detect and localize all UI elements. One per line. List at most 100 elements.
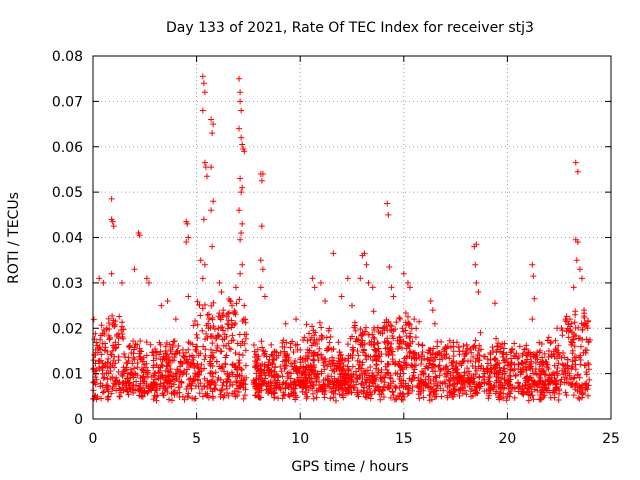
data-point: [236, 207, 243, 214]
data-point: [473, 279, 480, 286]
data-point: [257, 284, 264, 291]
data-point: [202, 164, 209, 171]
dense-point: [105, 388, 112, 395]
dense-point: [143, 339, 150, 346]
dense-point: [225, 310, 232, 317]
dense-point: [142, 373, 149, 380]
dense-point: [552, 337, 559, 344]
dense-point: [227, 346, 234, 353]
dense-point: [116, 393, 123, 400]
dense-point: [409, 387, 416, 394]
dense-point: [525, 397, 532, 404]
dense-point: [461, 369, 468, 376]
data-point: [216, 279, 223, 286]
dense-point: [583, 347, 590, 354]
dense-point: [477, 365, 484, 372]
data-point: [357, 275, 364, 282]
dense-point: [194, 334, 201, 341]
dense-point: [444, 366, 451, 373]
dense-point: [172, 370, 179, 377]
dense-point: [378, 377, 385, 384]
dense-point: [504, 358, 511, 365]
data-point: [349, 302, 355, 309]
data-point: [473, 241, 480, 248]
dense-point: [220, 307, 227, 314]
dense-point: [427, 391, 434, 398]
dense-point: [258, 382, 265, 389]
data-point: [237, 270, 244, 277]
dense-point: [389, 333, 396, 340]
x-tick-label: 10: [291, 431, 309, 447]
dense-point: [170, 338, 177, 345]
dense-point: [492, 356, 499, 363]
dense-point: [558, 367, 565, 374]
dense-point: [222, 361, 229, 368]
data-point: [258, 223, 265, 230]
dense-point: [577, 343, 584, 350]
dense-point: [174, 366, 181, 373]
dense-point: [495, 394, 502, 401]
dense-point: [172, 376, 179, 383]
dense-point: [381, 379, 388, 386]
data-point: [172, 316, 179, 323]
dense-point: [219, 364, 226, 371]
dense-point: [102, 362, 109, 369]
dense-point: [491, 356, 498, 363]
dense-point: [424, 365, 431, 372]
dense-point: [446, 337, 453, 344]
dense-point: [390, 392, 397, 399]
dense-point: [416, 318, 423, 325]
dense-point: [523, 377, 530, 384]
x-tick-label: 5: [192, 431, 201, 447]
dense-point: [318, 324, 325, 331]
dense-point: [377, 374, 384, 381]
dense-point: [353, 389, 360, 396]
dense-point: [495, 340, 502, 347]
dense-point: [436, 350, 443, 357]
dense-point: [463, 391, 470, 398]
dense-point: [110, 380, 117, 387]
dense-point: [420, 387, 427, 394]
dense-point: [290, 379, 297, 386]
dense-point: [229, 362, 236, 369]
dense-point: [378, 366, 385, 373]
dense-point: [130, 338, 137, 345]
dense-point: [504, 362, 511, 369]
data-point: [384, 200, 391, 207]
dense-point: [176, 350, 183, 357]
dense-point: [297, 346, 304, 353]
y-axis-ticks: 0 0.01 0.02 0.03 0.04 0.05 0.06 0.07 0.08: [52, 49, 611, 428]
data-point: [241, 302, 248, 309]
dense-point: [147, 341, 154, 348]
dense-point: [220, 342, 227, 349]
dense-point: [353, 372, 360, 379]
dense-point: [359, 337, 366, 344]
dense-point: [214, 376, 221, 383]
dense-point: [370, 380, 377, 387]
dense-point: [255, 365, 262, 372]
dense-point: [499, 350, 506, 357]
data-point: [232, 284, 239, 291]
dense-point: [327, 395, 334, 402]
data-point: [136, 232, 143, 239]
dense-point: [120, 335, 127, 342]
dense-point: [476, 374, 483, 381]
dense-point: [309, 323, 316, 330]
dense-point: [208, 369, 215, 376]
data-point: [529, 316, 536, 323]
dense-point: [183, 385, 190, 392]
dense-point: [170, 373, 177, 380]
dense-point: [548, 339, 555, 346]
dense-point: [100, 375, 107, 382]
dense-point: [485, 378, 492, 385]
dense-point: [431, 393, 438, 400]
dense-point: [251, 348, 258, 355]
dense-point: [212, 335, 219, 342]
dense-point: [555, 360, 562, 367]
dense-point: [404, 313, 411, 320]
data-point: [475, 288, 482, 295]
dense-point: [340, 367, 347, 374]
dense-point: [402, 310, 409, 317]
y-tick-label: 0.07: [52, 94, 83, 110]
dense-point: [385, 381, 392, 388]
